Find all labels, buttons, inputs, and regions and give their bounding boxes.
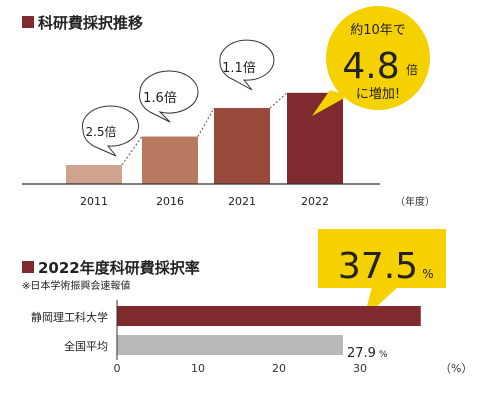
x-tick-2011: 2011 (80, 195, 108, 208)
bar-2011 (66, 165, 122, 184)
callout-line3: に増加! (356, 87, 400, 102)
chart-title-top: 科研費採択推移 (38, 14, 143, 32)
rate-callout: 37.5 % (318, 229, 446, 318)
callout-big-unit: 倍 (406, 62, 418, 77)
title-marker-top (22, 16, 34, 28)
x-tick-2021: 2021 (228, 195, 256, 208)
x-tick-0: 0 (114, 362, 121, 375)
bar-全国平均 (117, 335, 343, 355)
value-label-national: 27.9 (347, 346, 376, 361)
ratio-label-2: 1.6倍 (143, 91, 177, 106)
x-tick-30: 30 (353, 362, 367, 375)
top-connectors (121, 92, 288, 166)
top-x-tick-labels: 2011 2016 2021 2022 (80, 195, 329, 208)
increase-callout: 約10年で 4.8 倍 に増加! (312, 6, 430, 116)
rate-callout-unit: % (422, 267, 433, 281)
callout-line1: 約10年で (350, 23, 406, 38)
category-label-1: 全国平均 (64, 339, 108, 353)
connector-1 (121, 136, 143, 166)
x-tick-20: 20 (272, 362, 286, 375)
rate-callout-value: 37.5 (338, 246, 418, 287)
bottom-x-axis-label: （%） (440, 362, 472, 375)
bar-2016 (142, 136, 198, 184)
top-bars (66, 92, 343, 184)
bar-2021 (214, 108, 270, 184)
bottom-value-labels: 27.9% (347, 346, 388, 361)
chart-title-bottom: 2022年度科研費採択率 (38, 259, 200, 277)
value-unit-national: % (379, 350, 388, 360)
connector-3 (269, 92, 288, 109)
x-tick-2016: 2016 (156, 195, 184, 208)
title-marker-bottom (22, 261, 34, 273)
bar-静岡理工科大学 (117, 306, 421, 326)
callout-big-value: 4.8 (342, 46, 399, 87)
x-tick-2022: 2022 (301, 195, 329, 208)
ratio-bubble-1: 2.5倍 (81, 105, 139, 157)
ratio-label-1: 2.5倍 (85, 124, 116, 139)
bar-2022 (287, 92, 343, 184)
bottom-x-ticks: 0 10 20 30 (114, 362, 368, 375)
ratio-bubble-3: 1.1倍 (219, 39, 275, 91)
x-tick-10: 10 (191, 362, 205, 375)
connector-2 (197, 107, 215, 137)
chart-subtitle-bottom: ※日本学術振興会速報値 (22, 279, 130, 292)
ratio-bubble-2: 1.6倍 (139, 70, 199, 123)
ratio-label-3: 1.1倍 (222, 61, 256, 76)
bottom-bars (117, 306, 421, 355)
top-unit-label: （年度） (395, 195, 435, 208)
category-label-0: 静岡理工科大学 (31, 310, 108, 324)
